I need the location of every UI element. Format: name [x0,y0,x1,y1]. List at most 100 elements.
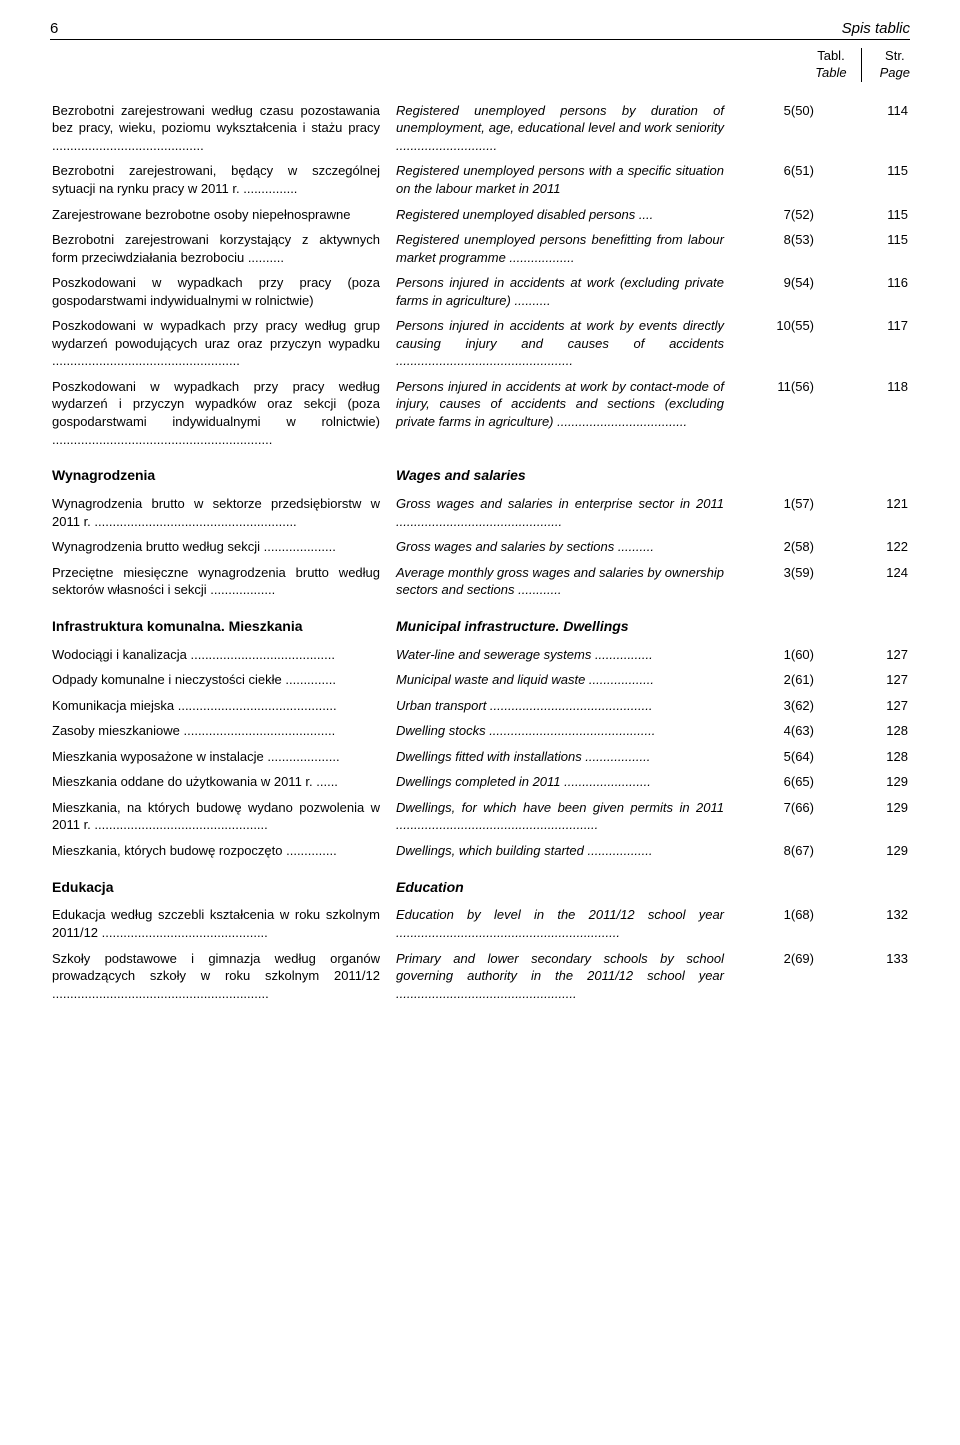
toc-entry-pl: Mieszkania oddane do użytkowania w 2011 … [50,769,394,795]
toc-row: Poszkodowani w wypadkach przy pracy wedł… [50,313,910,374]
col-tabl: Tabl. [817,48,844,65]
toc-page: 117 [824,313,910,374]
toc-row: Szkoły podstawowe i gimnazja według orga… [50,946,910,1007]
toc-entry-en: Persons injured in accidents at work by … [394,374,738,452]
toc-tabl: 10(55) [738,313,824,374]
column-headers: Tabl. Table Str. Page [50,48,910,82]
section-heading-pl: Edukacja [50,864,394,903]
toc-entry-pl: Bezrobotni zarejestrowani korzystający z… [50,227,394,270]
toc-entry-pl: Mieszkania wyposażone w instalacje .....… [50,744,394,770]
toc-entry-pl: Poszkodowani w wypadkach przy pracy wedł… [50,313,394,374]
toc-entry-en: Dwelling stocks ........................… [394,718,738,744]
toc-entry-pl: Poszkodowani w wypadkach przy pracy (poz… [50,270,394,313]
toc-row: Wynagrodzenia brutto według sekcji .....… [50,534,910,560]
toc-row: Edukacja według szczebli kształcenia w r… [50,902,910,945]
toc-page: 118 [824,374,910,452]
toc-tabl: 1(57) [738,491,824,534]
toc-entry-pl: Bezrobotni zarejestrowani, będący w szcz… [50,158,394,201]
toc-tabl: 8(67) [738,838,824,864]
toc-tabl: 9(54) [738,270,824,313]
toc-tabl: 5(50) [738,98,824,159]
section-heading-en: Wages and salaries [394,452,738,491]
toc-page: 127 [824,693,910,719]
toc-table: Bezrobotni zarejestrowani według czasu p… [50,98,910,1006]
toc-entry-pl: Przeciętne miesięczne wynagrodzenia brut… [50,560,394,603]
toc-row: Bezrobotni zarejestrowani, będący w szcz… [50,158,910,201]
toc-page: 115 [824,158,910,201]
toc-entry-en: Dwellings fitted with installations ....… [394,744,738,770]
toc-row: Bezrobotni zarejestrowani korzystający z… [50,227,910,270]
toc-entry-pl: Szkoły podstawowe i gimnazja według orga… [50,946,394,1007]
toc-row: Mieszkania wyposażone w instalacje .....… [50,744,910,770]
toc-page: 128 [824,744,910,770]
toc-tabl: 7(52) [738,202,824,228]
toc-row: Przeciętne miesięczne wynagrodzenia brut… [50,560,910,603]
section-heading-en: Municipal infrastructure. Dwellings [394,603,738,642]
toc-entry-en: Education by level in the 2011/12 school… [394,902,738,945]
toc-row: Poszkodowani w wypadkach przy pracy wedł… [50,374,910,452]
toc-page: 124 [824,560,910,603]
toc-entry-en: Persons injured in accidents at work by … [394,313,738,374]
toc-row: Mieszkania, których budowę rozpoczęto ..… [50,838,910,864]
toc-tabl: 7(66) [738,795,824,838]
toc-entry-en: Registered unemployed persons benefittin… [394,227,738,270]
toc-entry-en: Primary and lower secondary schools by s… [394,946,738,1007]
toc-row: Wynagrodzenia brutto w sektorze przedsię… [50,491,910,534]
toc-entry-en: Registered unemployed persons with a spe… [394,158,738,201]
toc-entry-pl: Wynagrodzenia brutto według sekcji .....… [50,534,394,560]
section-heading-en: Education [394,864,738,903]
toc-entry-pl: Odpady komunalne i nieczystości ciekłe .… [50,667,394,693]
toc-entry-en: Registered unemployed disabled persons .… [394,202,738,228]
toc-page: 115 [824,227,910,270]
toc-entry-en: Dwellings, which building started ......… [394,838,738,864]
toc-row: Zarejestrowane bezrobotne osoby niepełno… [50,202,910,228]
toc-tabl: 4(63) [738,718,824,744]
toc-entry-pl: Mieszkania, których budowę rozpoczęto ..… [50,838,394,864]
page-title: Spis tablic [842,20,910,37]
toc-entry-pl: Zasoby mieszkaniowe ....................… [50,718,394,744]
toc-entry-en: Water-line and sewerage systems ........… [394,642,738,668]
toc-entry-en: Dwellings, for which have been given per… [394,795,738,838]
toc-entry-en: Dwellings completed in 2011 ............… [394,769,738,795]
toc-entry-en: Gross wages and salaries by sections ...… [394,534,738,560]
page-header: 6 Spis tablic [50,20,910,40]
toc-tabl: 6(51) [738,158,824,201]
toc-row: Odpady komunalne i nieczystości ciekłe .… [50,667,910,693]
toc-tabl: 6(65) [738,769,824,795]
toc-entry-pl: Wodociągi i kanalizacja ................… [50,642,394,668]
toc-entry-pl: Komunikacja miejska ....................… [50,693,394,719]
toc-entry-en: Average monthly gross wages and salaries… [394,560,738,603]
toc-page: 129 [824,838,910,864]
toc-row: Bezrobotni zarejestrowani według czasu p… [50,98,910,159]
toc-tabl: 5(64) [738,744,824,770]
toc-page: 129 [824,795,910,838]
col-str: Str. [885,48,905,65]
toc-entry-en: Persons injured in accidents at work (ex… [394,270,738,313]
section-heading-pl: Infrastruktura komunalna. Mieszkania [50,603,394,642]
toc-entry-pl: Edukacja według szczebli kształcenia w r… [50,902,394,945]
page-number: 6 [50,20,58,37]
toc-row: Wodociągi i kanalizacja ................… [50,642,910,668]
toc-tabl: 3(62) [738,693,824,719]
col-table: Table [815,65,846,82]
toc-entry-en: Gross wages and salaries in enterprise s… [394,491,738,534]
toc-page: 122 [824,534,910,560]
toc-row: Komunikacja miejska ....................… [50,693,910,719]
toc-entry-pl: Poszkodowani w wypadkach przy pracy wedł… [50,374,394,452]
toc-tabl: 2(58) [738,534,824,560]
toc-entry-en: Municipal waste and liquid waste .......… [394,667,738,693]
toc-entry-pl: Bezrobotni zarejestrowani według czasu p… [50,98,394,159]
toc-page: 127 [824,667,910,693]
toc-tabl: 11(56) [738,374,824,452]
toc-page: 133 [824,946,910,1007]
toc-entry-pl: Mieszkania, na których budowę wydano poz… [50,795,394,838]
toc-tabl: 2(69) [738,946,824,1007]
toc-page: 129 [824,769,910,795]
toc-row: Mieszkania, na których budowę wydano poz… [50,795,910,838]
toc-row: Poszkodowani w wypadkach przy pracy (poz… [50,270,910,313]
toc-tabl: 2(61) [738,667,824,693]
toc-entry-pl: Zarejestrowane bezrobotne osoby niepełno… [50,202,394,228]
toc-page: 127 [824,642,910,668]
col-page: Page [880,65,910,82]
toc-entry-pl: Wynagrodzenia brutto w sektorze przedsię… [50,491,394,534]
